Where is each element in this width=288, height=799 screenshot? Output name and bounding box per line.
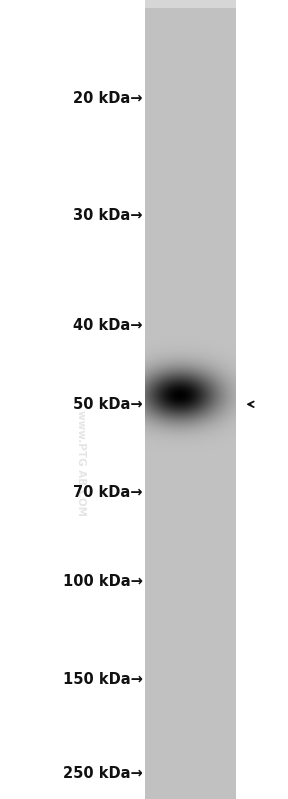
Text: 100 kDa→: 100 kDa→ bbox=[63, 574, 143, 589]
Text: www.PTG AB.COM: www.PTG AB.COM bbox=[76, 411, 86, 516]
Text: 250 kDa→: 250 kDa→ bbox=[63, 766, 143, 781]
Text: 150 kDa→: 150 kDa→ bbox=[63, 672, 143, 686]
Text: 70 kDa→: 70 kDa→ bbox=[73, 486, 143, 500]
Text: 20 kDa→: 20 kDa→ bbox=[73, 91, 143, 105]
Text: 50 kDa→: 50 kDa→ bbox=[73, 397, 143, 411]
Text: 40 kDa→: 40 kDa→ bbox=[73, 319, 143, 333]
Text: 30 kDa→: 30 kDa→ bbox=[73, 209, 143, 223]
